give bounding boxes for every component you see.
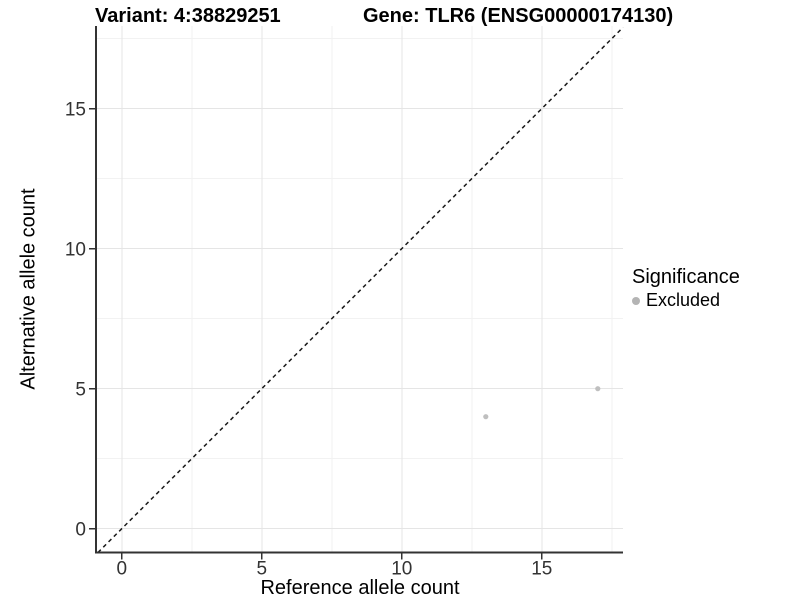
- data-point: [483, 414, 489, 420]
- legend-point-icon: [632, 296, 640, 305]
- x-tick-label: 15: [531, 559, 552, 580]
- y-axis-title: Alternative allele count: [17, 188, 40, 390]
- legend-title: Significance: [632, 266, 740, 288]
- legend: Significance Excluded: [632, 266, 740, 311]
- x-tick-label: 5: [256, 559, 267, 580]
- gene-title: Gene: TLR6 (ENSG00000174130): [363, 5, 674, 27]
- y-tick-label: 0: [75, 520, 86, 541]
- data-point: [595, 386, 601, 392]
- x-tick-label: 10: [391, 559, 412, 580]
- legend-item-label: Excluded: [646, 290, 721, 310]
- legend-item-excluded: Excluded: [632, 290, 740, 311]
- identity-dashed-line: [97, 26, 624, 554]
- x-tick-label: 0: [116, 559, 127, 580]
- y-tick-label: 10: [65, 240, 86, 261]
- y-tick-label: 5: [75, 380, 86, 401]
- y-tick-label: 15: [65, 100, 86, 121]
- x-axis-title: Reference allele count: [260, 577, 460, 599]
- variant-title: Variant: 4:38829251: [95, 5, 281, 27]
